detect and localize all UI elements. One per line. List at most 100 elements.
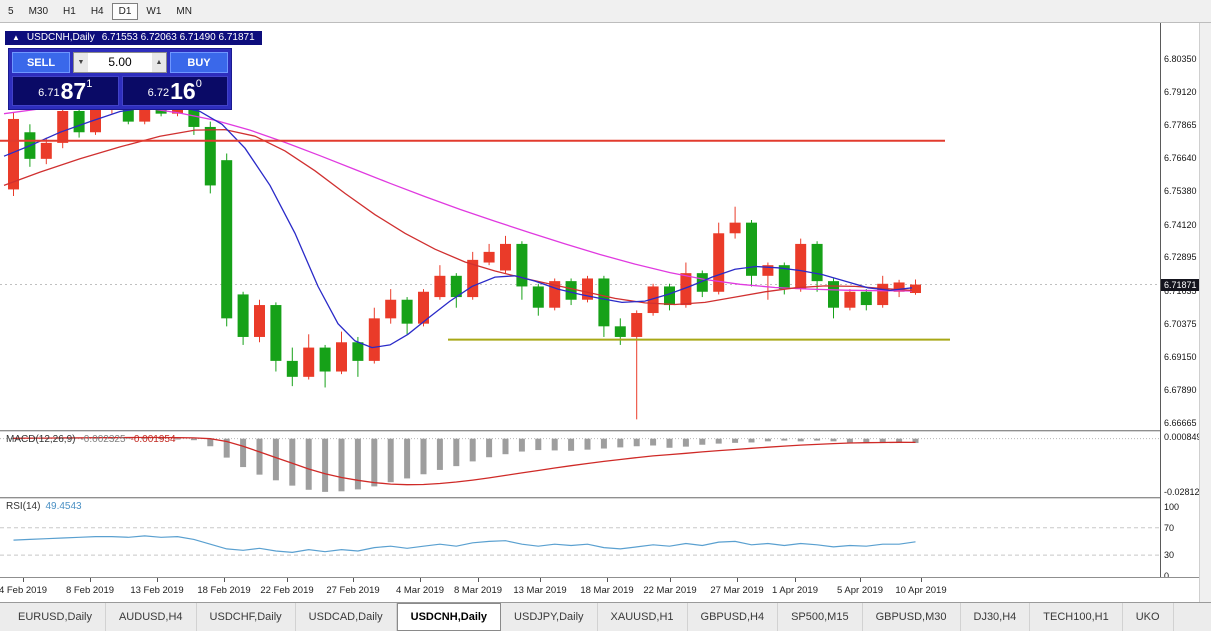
date-axis-label: 8 Feb 2019 — [65, 585, 115, 596]
price-axis-label: 6.74120 — [1164, 219, 1197, 230]
date-tick — [287, 578, 288, 582]
tab-gbpusd-h4[interactable]: GBPUSD,H4 — [688, 603, 779, 631]
date-axis-label: 18 Feb 2019 — [197, 585, 251, 596]
date-tick — [860, 578, 861, 582]
date-tick — [90, 578, 91, 582]
tab-uko[interactable]: UKO — [1123, 603, 1174, 631]
tab-usdcad-daily[interactable]: USDCAD,Daily — [296, 603, 397, 631]
sell-price-pips: 87 — [60, 78, 87, 104]
date-axis-label: 27 Mar 2019 — [710, 585, 764, 596]
date-tick — [224, 578, 225, 582]
price-axis-label: 6.76640 — [1164, 152, 1197, 163]
rsi-axis-label: 30 — [1164, 550, 1175, 561]
panel-splitter[interactable] — [0, 497, 1211, 499]
timeframe-toolbar: 5 M30 H1 H4 D1 W1 MN — [0, 0, 1211, 23]
tab-xauusd-h1[interactable]: XAUUSD,H1 — [598, 603, 688, 631]
volume-decrease-icon[interactable]: ▼ — [74, 53, 88, 72]
price-axis: 6.80350 6.79120 6.77865 6.76640 6.75380 6.741… — [1161, 23, 1205, 602]
tab-usdchf-daily[interactable]: USDCHF,Daily — [197, 603, 296, 631]
chart-ohlc-values: 6.71553 6.72063 6.71490 6.71871 — [101, 32, 255, 43]
date-tick — [353, 578, 354, 582]
date-tick — [921, 578, 922, 582]
current-price-badge: 6.71871 — [1161, 278, 1199, 291]
date-axis-label: 10 Apr 2019 — [895, 585, 947, 596]
tab-gbpusd-m30[interactable]: GBPUSD,M30 — [863, 603, 961, 631]
rsi-axis-label: 70 — [1164, 522, 1175, 533]
rsi-axis-label: 100 — [1164, 502, 1180, 513]
date-axis-label: 5 Apr 2019 — [837, 585, 883, 596]
tab-usdcnh-daily[interactable]: USDCNH,Daily — [396, 603, 502, 631]
price-axis-label: 6.75380 — [1164, 186, 1197, 197]
panel-splitter[interactable] — [0, 430, 1211, 432]
date-axis-label: 27 Feb 2019 — [326, 585, 380, 596]
date-tick — [540, 578, 541, 582]
rsi-axis-label: 0 — [1164, 570, 1170, 581]
price-axis-label: 6.77865 — [1164, 120, 1197, 131]
tab-usdjpy-daily[interactable]: USDJPY,Daily — [501, 603, 598, 631]
date-axis-label: 22 Feb 2019 — [260, 585, 314, 596]
price-axis-label: 6.80350 — [1164, 54, 1197, 65]
price-axis-border — [1160, 23, 1161, 577]
date-axis-label: 1 Apr 2019 — [772, 585, 818, 596]
collapse-trade-panel-icon[interactable]: ▲ — [12, 33, 20, 42]
date-tick — [478, 578, 479, 582]
price-axis-label: 6.66665 — [1164, 417, 1197, 428]
timeframe-button-h1[interactable]: H1 — [56, 3, 83, 20]
sell-price-prefix: 6.71 — [38, 87, 60, 99]
date-tick — [23, 578, 24, 582]
tab-eurusd-daily[interactable]: EURUSD,Daily — [5, 603, 106, 631]
tab-audusd-h4[interactable]: AUDUSD,H4 — [106, 603, 197, 631]
date-axis-label: 8 Mar 2019 — [453, 585, 503, 596]
date-tick — [420, 578, 421, 582]
volume-increase-icon[interactable]: ▲ — [152, 53, 166, 72]
chart-title-bar: ▲ USDCNH,Daily 6.71553 6.72063 6.71490 6… — [5, 31, 262, 45]
right-scroll-strip[interactable] — [1199, 23, 1211, 602]
tab-tech100-h1[interactable]: TECH100,H1 — [1030, 603, 1123, 631]
price-axis-label: 6.70375 — [1164, 319, 1197, 330]
macd-axis-label: 0.000849 — [1164, 432, 1202, 443]
date-axis-label: 4 Mar 2019 — [395, 585, 445, 596]
timeframe-button-5[interactable]: 5 — [1, 3, 21, 20]
date-axis-label: 13 Mar 2019 — [513, 585, 567, 596]
buy-price-point: 0 — [195, 78, 202, 90]
timeframe-button-w1[interactable]: W1 — [139, 3, 168, 20]
buy-price-display[interactable]: 6.72 16 0 — [121, 76, 228, 106]
date-tick — [157, 578, 158, 582]
sell-price-point: 1 — [86, 78, 93, 90]
timeframe-button-m30[interactable]: M30 — [22, 3, 55, 20]
date-axis-label: 18 Mar 2019 — [580, 585, 634, 596]
macd-label: MACD(12,26,9) -0.002325 -0.001954 — [6, 434, 176, 445]
rsi-panel-chart[interactable] — [0, 499, 1161, 577]
date-axis-label: 4 Feb 2019 — [0, 585, 48, 596]
date-axis-label: 13 Feb 2019 — [130, 585, 184, 596]
price-axis-label: 6.67890 — [1164, 385, 1197, 396]
date-tick — [737, 578, 738, 582]
price-axis-label: 6.69150 — [1164, 351, 1197, 362]
date-tick — [795, 578, 796, 582]
sell-button[interactable]: SELL — [12, 52, 70, 73]
buy-price-prefix: 6.72 — [147, 87, 170, 99]
chart-tab-bar: EURUSD,Daily AUDUSD,H4 USDCHF,Daily USDCAD,… — [0, 602, 1211, 631]
date-tick — [607, 578, 608, 582]
timeframe-button-mn[interactable]: MN — [169, 3, 199, 20]
macd-axis-label: -0.028124 — [1164, 486, 1205, 497]
chart-symbol-label: USDCNH,Daily — [26, 32, 95, 43]
date-axis: 4 Feb 2019 8 Feb 2019 13 Feb 2019 18 Feb 20… — [0, 577, 1199, 602]
rsi-label: RSI(14) 49.4543 — [6, 501, 82, 512]
price-axis-label: 6.79120 — [1164, 86, 1197, 97]
timeframe-button-d1[interactable]: D1 — [111, 2, 139, 20]
price-axis-label: 6.71635 — [1164, 285, 1197, 296]
volume-field: ▼ 5.00 ▲ — [73, 52, 167, 73]
timeframe-button-h4[interactable]: H4 — [84, 3, 111, 20]
price-axis-label: 6.72895 — [1164, 252, 1197, 263]
buy-price-pips: 16 — [170, 78, 196, 104]
buy-button[interactable]: BUY — [170, 52, 228, 73]
sell-price-display[interactable]: 6.71 87 1 — [12, 76, 119, 106]
date-axis-label: 22 Mar 2019 — [643, 585, 697, 596]
tab-sp500-m15[interactable]: SP500,M15 — [778, 603, 863, 631]
one-click-trading-panel: SELL ▼ 5.00 ▲ BUY 6.71 87 1 6.72 16 0 — [8, 48, 232, 110]
volume-input[interactable]: 5.00 — [108, 55, 132, 69]
macd-panel-chart[interactable] — [0, 432, 1161, 497]
tab-dj30-h4[interactable]: DJ30,H4 — [961, 603, 1031, 631]
